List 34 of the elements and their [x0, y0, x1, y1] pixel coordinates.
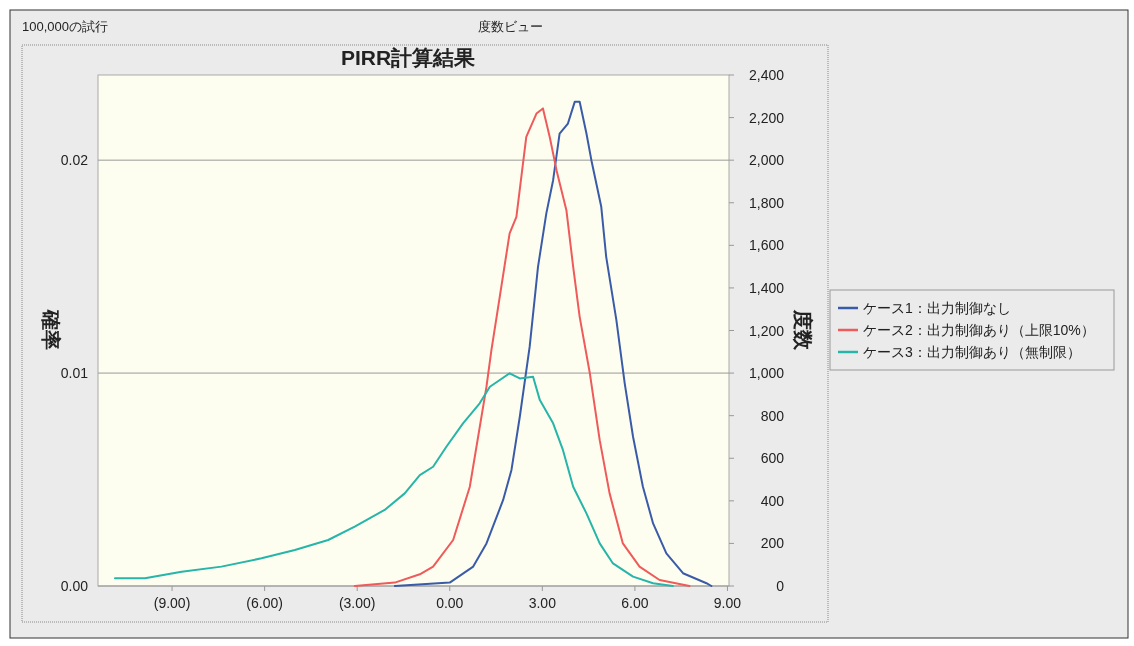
y2-tick-label: 400 [760, 492, 785, 509]
x-tick-label: 3.00 [528, 595, 557, 611]
x-tick-label: 9.00 [713, 595, 742, 611]
line-series [113, 372, 674, 587]
y2-tick-label: 1,200 [748, 322, 785, 339]
chart-title: PIRR計算結果 [340, 46, 476, 69]
x-tick-label: 6.00 [621, 595, 649, 611]
x-tick-label: (6.00) [246, 595, 283, 611]
x-tick-label: (3.00) [338, 595, 376, 611]
legend-label: ケース2：出力制御あり（上限10%） [863, 322, 1095, 338]
text: 度数ビュー [477, 19, 543, 34]
y2-tick-label: 2,000 [748, 152, 785, 169]
x-tick-label: 0.00 [436, 595, 464, 611]
line-series [353, 107, 691, 587]
y2-axis-title: 度数 [792, 309, 814, 351]
y2-tick-label: 1,800 [748, 194, 785, 211]
y2-tick-label: 600 [760, 450, 785, 467]
legend-label: ケース3：出力制御あり（無制限） [863, 344, 1081, 360]
y2-tick-label: 2,200 [748, 109, 785, 126]
y2-tick-label: 1,400 [748, 279, 785, 296]
y2-tick-label: 800 [760, 407, 785, 424]
y-tick-label: 0.01 [60, 365, 89, 382]
x-tick-label: (9.00) [153, 595, 191, 611]
text: 100,000の試行 [22, 19, 108, 34]
y2-tick-label: 1,600 [748, 237, 785, 254]
y2-tick-label: 2,400 [748, 67, 785, 83]
y2-tick-label: 200 [760, 535, 785, 552]
y2-tick-label: 1,000 [748, 365, 785, 382]
y-tick-label: 0.00 [60, 578, 89, 594]
legend-label: ケース1：出力制御なし [863, 300, 1011, 316]
line-series [393, 100, 713, 587]
y-tick-label: 0.02 [60, 152, 89, 169]
y-axis-title: 確率 [40, 309, 62, 350]
y2-tick-label: 0 [776, 578, 785, 594]
